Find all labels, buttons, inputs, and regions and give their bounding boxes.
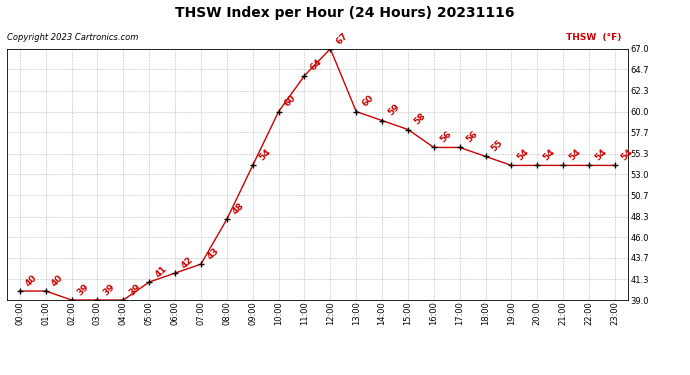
Text: 67: 67 [335,31,350,46]
Text: 60: 60 [360,94,375,109]
Text: 54: 54 [593,147,609,163]
Text: 56: 56 [438,129,453,145]
Text: THSW  (°F): THSW (°F) [566,33,622,42]
Text: 48: 48 [231,201,246,216]
Text: 64: 64 [308,58,324,73]
Text: 39: 39 [76,282,91,297]
Text: 58: 58 [412,111,427,127]
Text: 54: 54 [567,147,582,163]
Text: 54: 54 [257,147,272,163]
Text: 39: 39 [128,282,143,297]
Text: 56: 56 [464,129,479,145]
Text: 59: 59 [386,102,402,118]
Text: 55: 55 [490,138,505,154]
Text: 54: 54 [619,147,634,163]
Text: Copyright 2023 Cartronics.com: Copyright 2023 Cartronics.com [7,33,138,42]
Text: 42: 42 [179,255,195,270]
Text: 40: 40 [24,273,39,288]
Text: 41: 41 [153,264,168,279]
Text: 54: 54 [542,147,557,163]
Text: 40: 40 [50,273,65,288]
Text: 60: 60 [283,94,298,109]
Text: 39: 39 [101,282,117,297]
Text: THSW Index per Hour (24 Hours) 20231116: THSW Index per Hour (24 Hours) 20231116 [175,6,515,20]
Text: 54: 54 [515,147,531,163]
Text: 43: 43 [205,246,220,261]
